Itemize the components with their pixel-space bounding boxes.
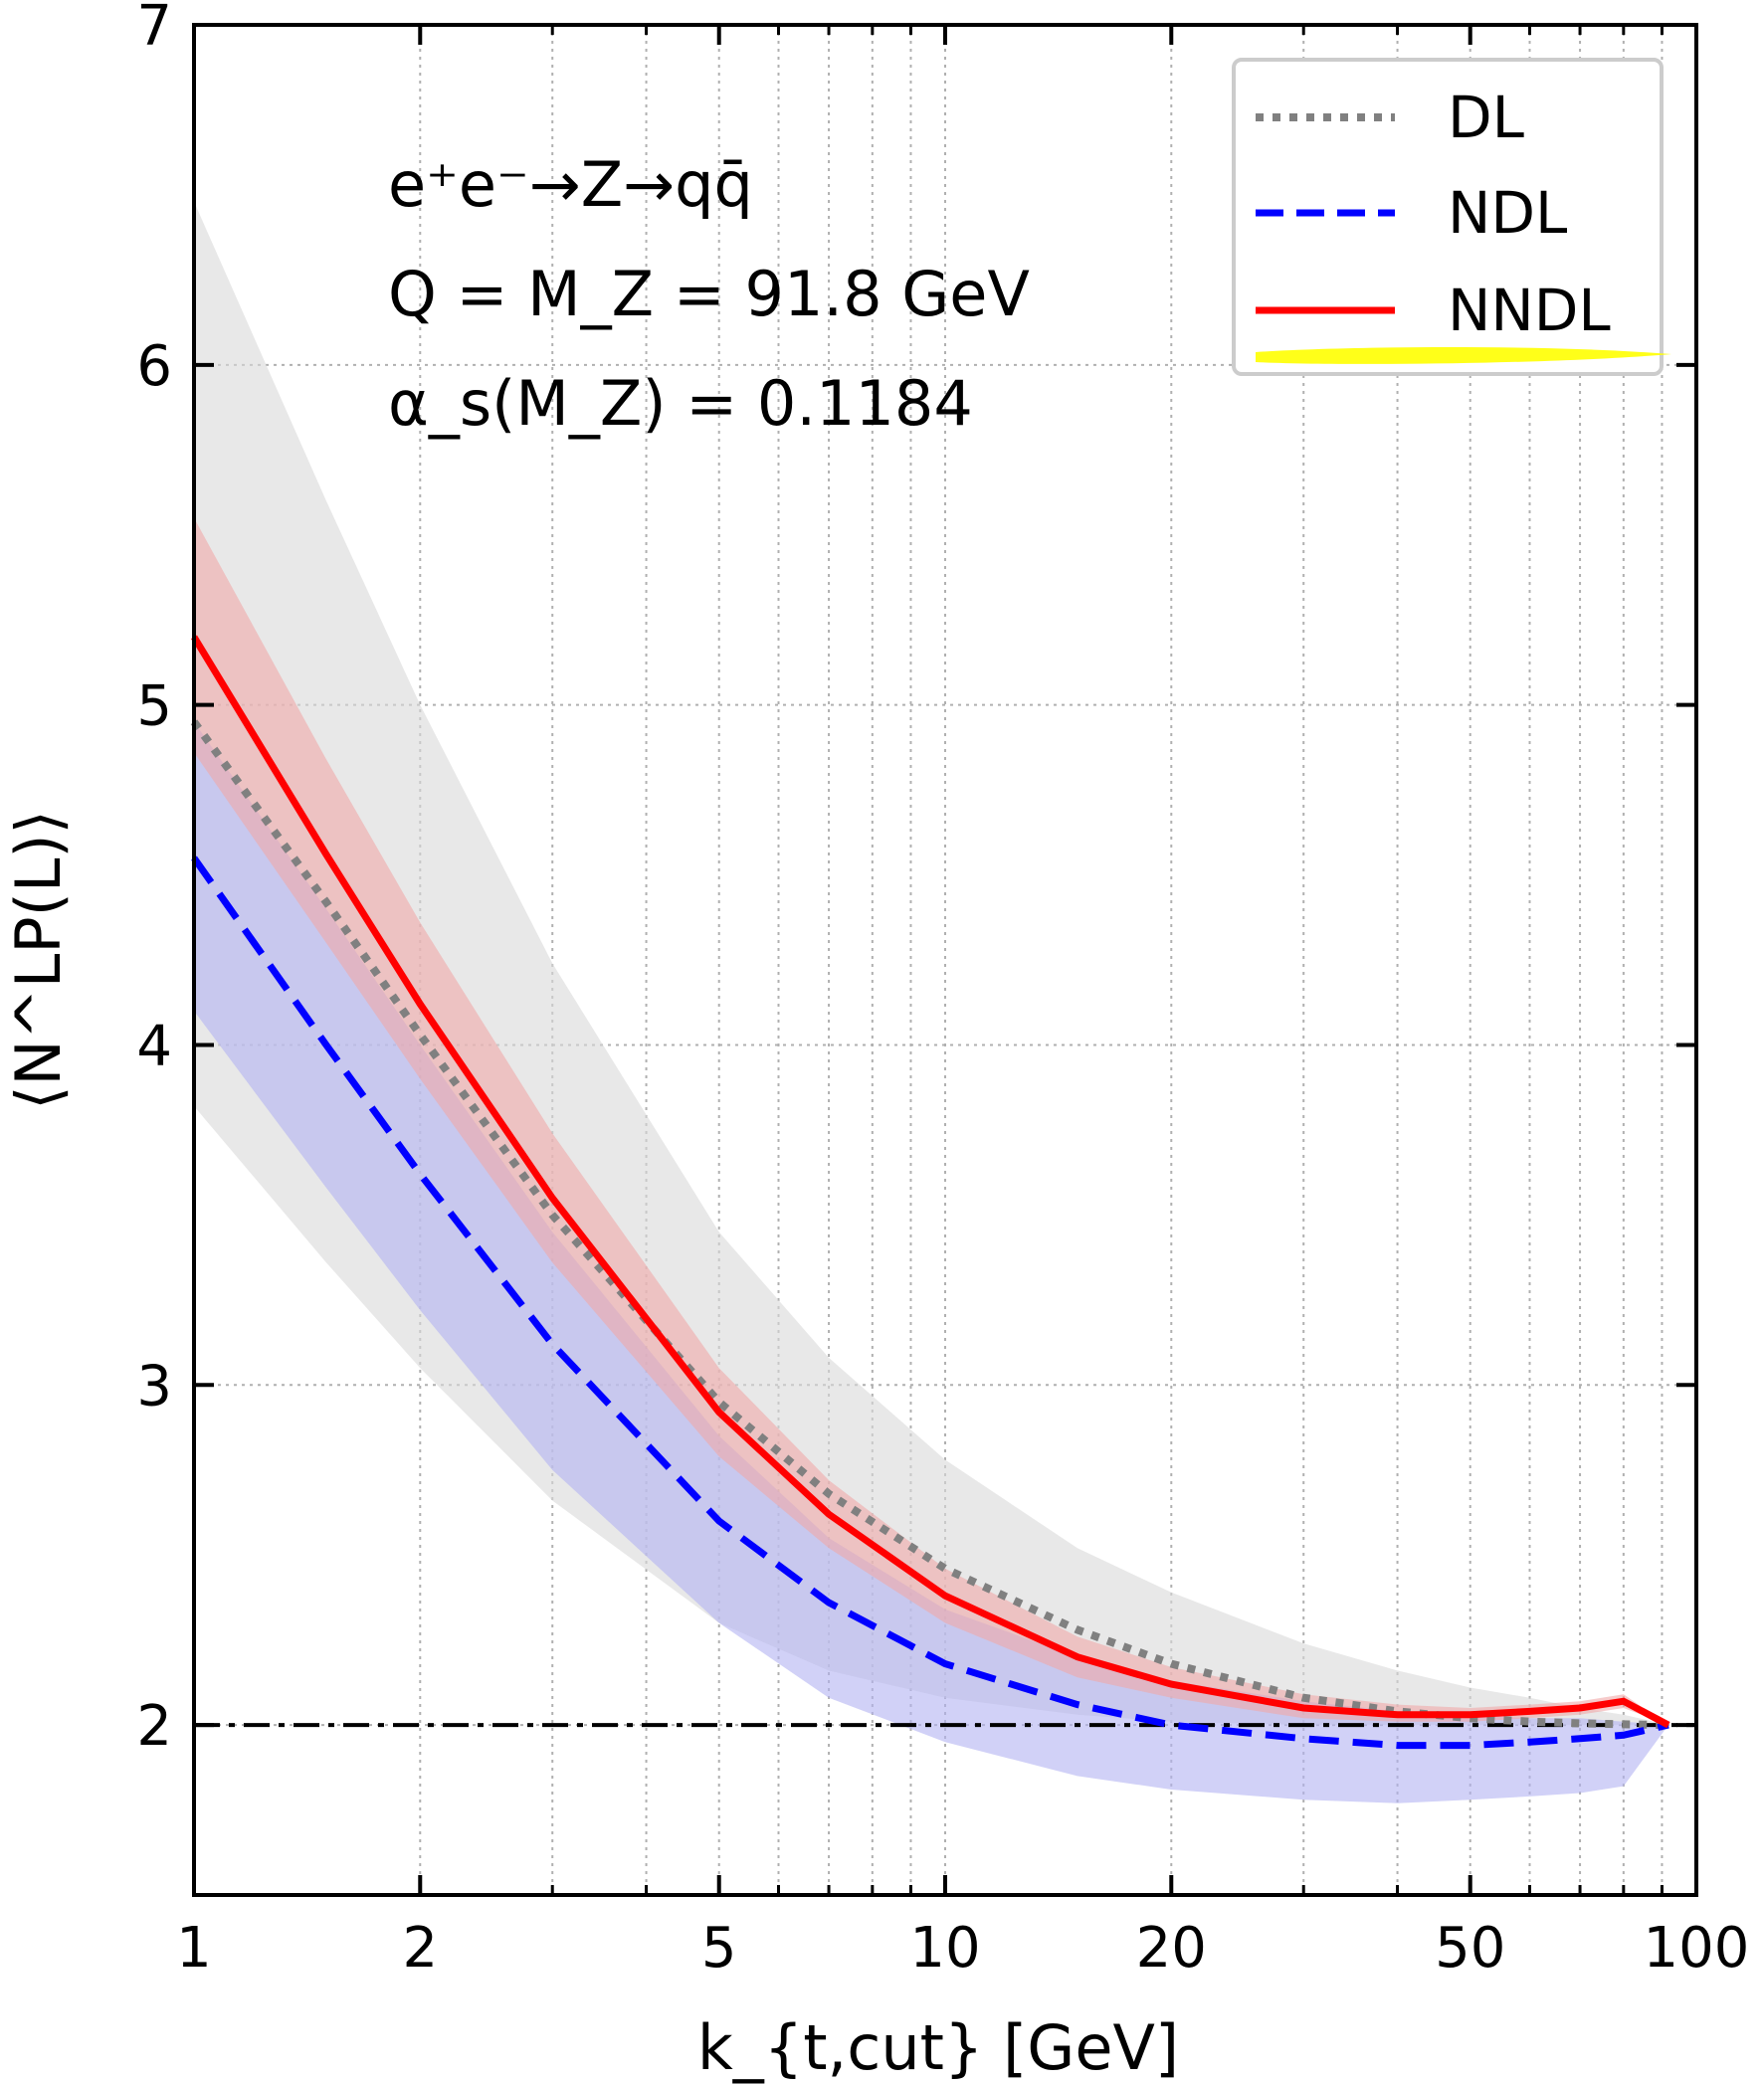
y-tick-label: 5 [136, 674, 172, 739]
x-tick-label: 5 [701, 1916, 737, 1981]
y-tick-label: 4 [136, 1014, 172, 1078]
y-tick-label: 6 [136, 334, 172, 399]
annotation-scale: Q = M_Z = 91.8 GeV [388, 258, 1030, 330]
x-tick-label: 10 [909, 1916, 980, 1981]
y-tick-label: 2 [136, 1694, 172, 1759]
legend-label-nndl: NNDL [1448, 277, 1611, 344]
x-tick-label: 1 [176, 1916, 212, 1981]
y-tick-label: 7 [136, 0, 172, 59]
annotation-coupling: α_s(M_Z) = 0.1184 [388, 367, 973, 440]
series-line-nndl [191, 635, 1670, 1729]
series-line-dl [190, 719, 1668, 1730]
annotation-block: e⁺e⁻→Z→qq̄ Q = M_Z = 91.8 GeV α_s(M_Z) =… [388, 148, 1030, 440]
tick-labels: 1 2 5 10 20 50 100 2 3 4 5 6 7 [136, 0, 1749, 1981]
x-axis-title: k_{t,cut} [GeV] [697, 2011, 1179, 2084]
annotation-process: e⁺e⁻→Z→qq̄ [388, 148, 753, 221]
series-line-ndl [191, 855, 1669, 1750]
y-axis-title: ⟨N^LP(L)⟩ [2, 810, 75, 1110]
series-lines [190, 635, 1670, 1750]
legend-label-dl: DL [1448, 84, 1524, 151]
x-tick-label: 2 [402, 1916, 438, 1981]
yellow-highlight-mark [1256, 347, 1671, 364]
legend-frame [1232, 58, 1664, 376]
band-nndl [194, 517, 1668, 1726]
legend-label-ndl: NDL [1448, 179, 1567, 247]
legend: DL NDL NNDL [1232, 58, 1671, 376]
x-tick-label: 20 [1136, 1916, 1207, 1981]
y-tick-label: 3 [136, 1354, 172, 1419]
axes [192, 23, 1698, 1897]
x-tick-label: 100 [1644, 1916, 1750, 1981]
x-tick-label: 50 [1435, 1916, 1505, 1981]
